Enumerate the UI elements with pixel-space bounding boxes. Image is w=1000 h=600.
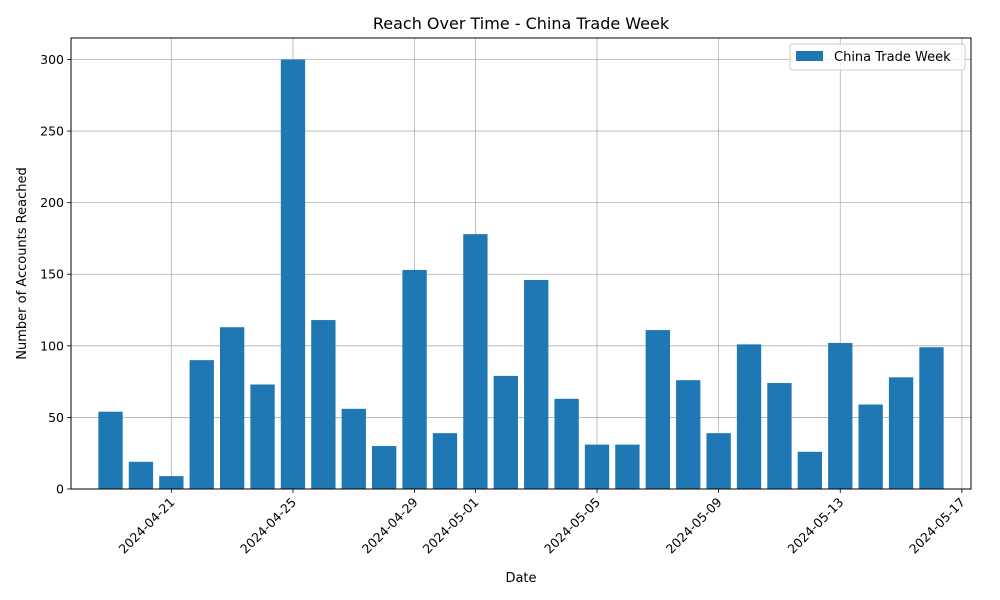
bar — [919, 347, 944, 489]
y-tick-label: 200 — [40, 195, 64, 210]
bar — [767, 383, 792, 489]
bars — [98, 59, 944, 489]
legend: China Trade Week — [789, 43, 966, 71]
chart-title: Reach Over Time - China Trade Week — [373, 14, 670, 33]
bar — [432, 433, 458, 489]
bar — [645, 330, 670, 489]
y-tick-label: 300 — [40, 52, 64, 67]
bar — [189, 360, 214, 489]
bar — [311, 320, 336, 489]
bar — [98, 411, 123, 489]
bar — [463, 234, 488, 489]
bar — [584, 444, 610, 489]
bar — [372, 446, 397, 489]
y-tick-label: 100 — [40, 338, 64, 353]
bar — [828, 342, 853, 489]
y-axis-ticks: 0 50 100 150 200 250 300 — [40, 52, 71, 497]
bar — [341, 408, 366, 489]
legend-box — [789, 43, 966, 71]
legend-swatch — [796, 51, 823, 61]
plot-frame — [70, 37, 972, 490]
y-tick-label: 150 — [40, 267, 64, 282]
bar — [280, 59, 306, 489]
bar — [524, 279, 549, 489]
y-tick-label: 50 — [48, 410, 64, 425]
bar — [615, 444, 640, 489]
bar — [797, 451, 823, 489]
y-tick-label: 250 — [40, 124, 64, 139]
bar — [554, 398, 579, 489]
bar — [888, 377, 914, 489]
y-tick-label: 0 — [56, 482, 64, 497]
bar — [402, 269, 427, 489]
bar — [250, 384, 275, 489]
bar — [736, 344, 762, 489]
legend-label: China Trade Week — [834, 50, 951, 65]
bar — [493, 375, 518, 489]
bar — [858, 404, 883, 489]
bar — [706, 433, 731, 489]
y-axis-label: Number of Accounts Reached — [15, 167, 30, 359]
bar — [159, 476, 184, 489]
bar — [219, 327, 245, 489]
bar — [128, 461, 154, 489]
x-axis-label: Date — [505, 571, 536, 586]
bar — [676, 380, 701, 489]
